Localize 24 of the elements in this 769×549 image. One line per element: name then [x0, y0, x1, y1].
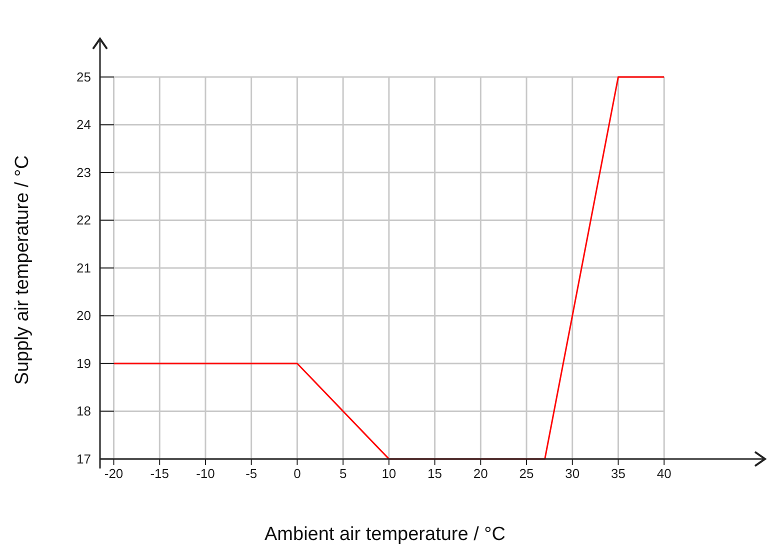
x-axis-title: Ambient air temperature / °C	[264, 524, 506, 545]
y-tick-label: 19	[76, 356, 91, 371]
x-tick-label: 20	[473, 466, 488, 481]
y-tick-label: 20	[76, 308, 91, 324]
x-tick-label: 10	[382, 466, 396, 481]
y-tick-label: 18	[76, 404, 91, 419]
y-tick-label: 25	[76, 69, 91, 84]
y-tick-label: 24	[76, 117, 91, 132]
y-tick-label: 21	[76, 260, 91, 276]
y-tick-label: 23	[76, 164, 91, 180]
x-tick-label: 15	[428, 466, 442, 481]
x-tick-label: 35	[611, 466, 626, 481]
y-tick-label: 17	[76, 451, 91, 466]
x-tick-label: -10	[196, 466, 215, 481]
x-tick-label: -5	[246, 466, 258, 481]
x-tick-label: 0	[294, 466, 301, 481]
x-tick-label: 40	[656, 466, 672, 481]
x-tick-label: -15	[150, 466, 170, 481]
y-axis-title: Supply air temperature / °C	[12, 155, 33, 385]
x-tick-label: 25	[519, 466, 534, 481]
x-tick-label: 30	[565, 466, 580, 481]
y-tick-label: 22	[76, 212, 91, 228]
x-tick-label: 5	[339, 466, 347, 481]
x-tick-label: -20	[104, 466, 124, 481]
